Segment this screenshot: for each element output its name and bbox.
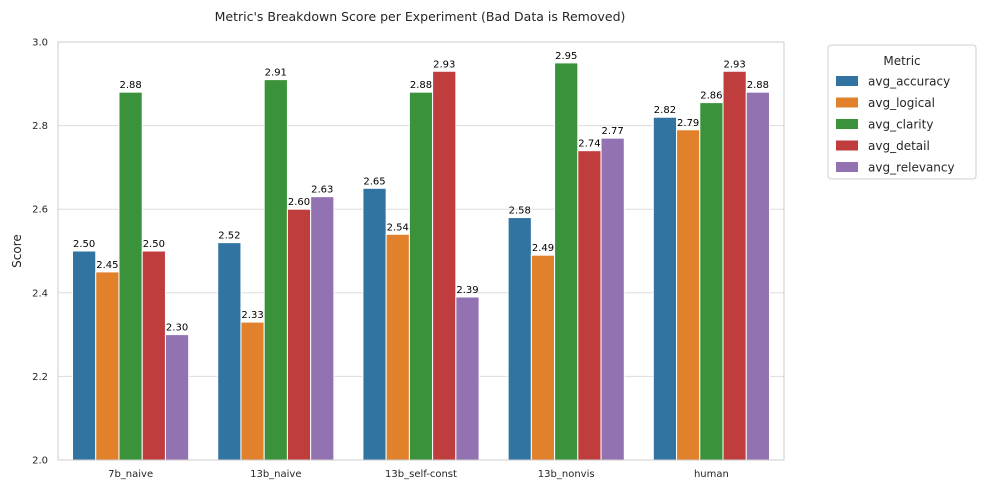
y-tick-label: 2.2 (32, 372, 48, 383)
data-label: 2.88 (747, 80, 769, 91)
legend: Metric avg_accuracy avg_logical avg_clarit… (827, 44, 977, 180)
data-label: 2.91 (265, 68, 287, 79)
bar-avg_accuracy (72, 250, 97, 461)
bar-avg_logical (95, 271, 120, 461)
bars (72, 62, 770, 461)
x-tick-label: human (694, 469, 729, 480)
bar-avg_detail (577, 150, 602, 461)
bar-avg_clarity (263, 79, 288, 461)
data-label: 2.39 (456, 285, 478, 296)
bar-avg_clarity (699, 102, 724, 461)
bar-avg_accuracy (217, 242, 242, 461)
data-labels: 2.502.452.882.502.302.522.332.912.602.63… (73, 51, 769, 334)
legend-title: Metric (883, 54, 920, 68)
data-label: 2.65 (363, 176, 385, 187)
bar-avg_accuracy (507, 217, 532, 461)
bar-avg_relevancy (455, 296, 480, 461)
y-tick-label: 2.0 (32, 456, 48, 467)
y-tick-label: 2.4 (32, 288, 48, 299)
data-label: 2.52 (218, 231, 240, 242)
data-label: 2.82 (654, 105, 676, 116)
legend-frame (827, 44, 977, 180)
data-label: 2.50 (73, 239, 95, 250)
bar-avg_logical (385, 233, 410, 461)
data-label: 2.74 (578, 139, 600, 150)
data-label: 2.60 (288, 197, 310, 208)
data-label: 2.33 (241, 310, 263, 321)
legend-entry: avg_detail (868, 139, 930, 153)
bar-avg_detail (141, 250, 166, 461)
legend-swatch (836, 119, 858, 129)
data-label: 2.79 (677, 118, 699, 129)
x-tick-label: 13b_nonvis (538, 469, 595, 480)
bar-avg_logical (676, 129, 701, 461)
bar-avg_clarity (554, 62, 579, 461)
bar-avg_clarity (118, 91, 143, 461)
x-tick-label: 13b_self-const (385, 469, 457, 480)
y-axis-label: Score (10, 234, 24, 268)
data-label: 2.45 (96, 260, 118, 271)
bar-avg_detail (432, 70, 457, 461)
data-label: 2.88 (119, 80, 141, 91)
legend-entry: avg_accuracy (868, 75, 950, 89)
data-label: 2.30 (166, 323, 188, 334)
legend-entry: avg_relevancy (868, 161, 955, 175)
bar-avg_detail (722, 70, 747, 461)
bar-avg_accuracy (652, 116, 678, 461)
bar-avg_relevancy (310, 196, 335, 461)
legend-swatch (836, 140, 858, 151)
data-label: 2.88 (410, 80, 432, 91)
legend-items: avg_accuracy avg_logical avg_clarity avg_de… (836, 75, 955, 175)
legend-swatch (836, 97, 858, 108)
bar-avg_relevancy (745, 91, 770, 461)
legend-entry: avg_logical (868, 96, 935, 110)
bar-avg_logical (530, 254, 556, 461)
data-label: 2.58 (509, 206, 531, 217)
data-label: 2.77 (602, 126, 624, 137)
legend-entry: avg_clarity (868, 118, 933, 132)
y-tick-label: 2.6 (32, 205, 48, 216)
data-label: 2.86 (700, 91, 722, 102)
x-tick-label: 7b_naive (108, 469, 153, 480)
x-tick-label: 13b_naive (250, 469, 301, 480)
data-label: 2.95 (555, 51, 577, 62)
data-label: 2.54 (387, 222, 409, 233)
data-label: 2.50 (143, 239, 165, 250)
x-tick-labels: 7b_naive 13b_naive 13b_self-const 13b_nonvi… (108, 469, 729, 480)
data-label: 2.63 (311, 185, 333, 196)
bar-avg_clarity (408, 91, 434, 461)
data-label: 2.93 (723, 59, 745, 70)
bar-avg_logical (240, 321, 265, 461)
y-tick-labels: 2.0 2.2 2.4 2.6 2.8 3.0 (32, 38, 48, 467)
bar-avg_detail (286, 208, 312, 461)
plot-frame (57, 41, 785, 461)
data-label: 2.49 (532, 243, 554, 254)
legend-swatch (836, 162, 858, 172)
legend-swatch (836, 76, 858, 86)
bar-avg_accuracy (362, 187, 387, 461)
chart-title: Metric's Breakdown Score per Experiment … (215, 9, 626, 24)
bar-avg_relevancy (164, 334, 190, 461)
y-tick-label: 2.8 (32, 121, 48, 132)
data-label: 2.93 (433, 59, 455, 70)
bar-avg_relevancy (600, 137, 625, 461)
y-tick-label: 3.0 (32, 38, 48, 49)
